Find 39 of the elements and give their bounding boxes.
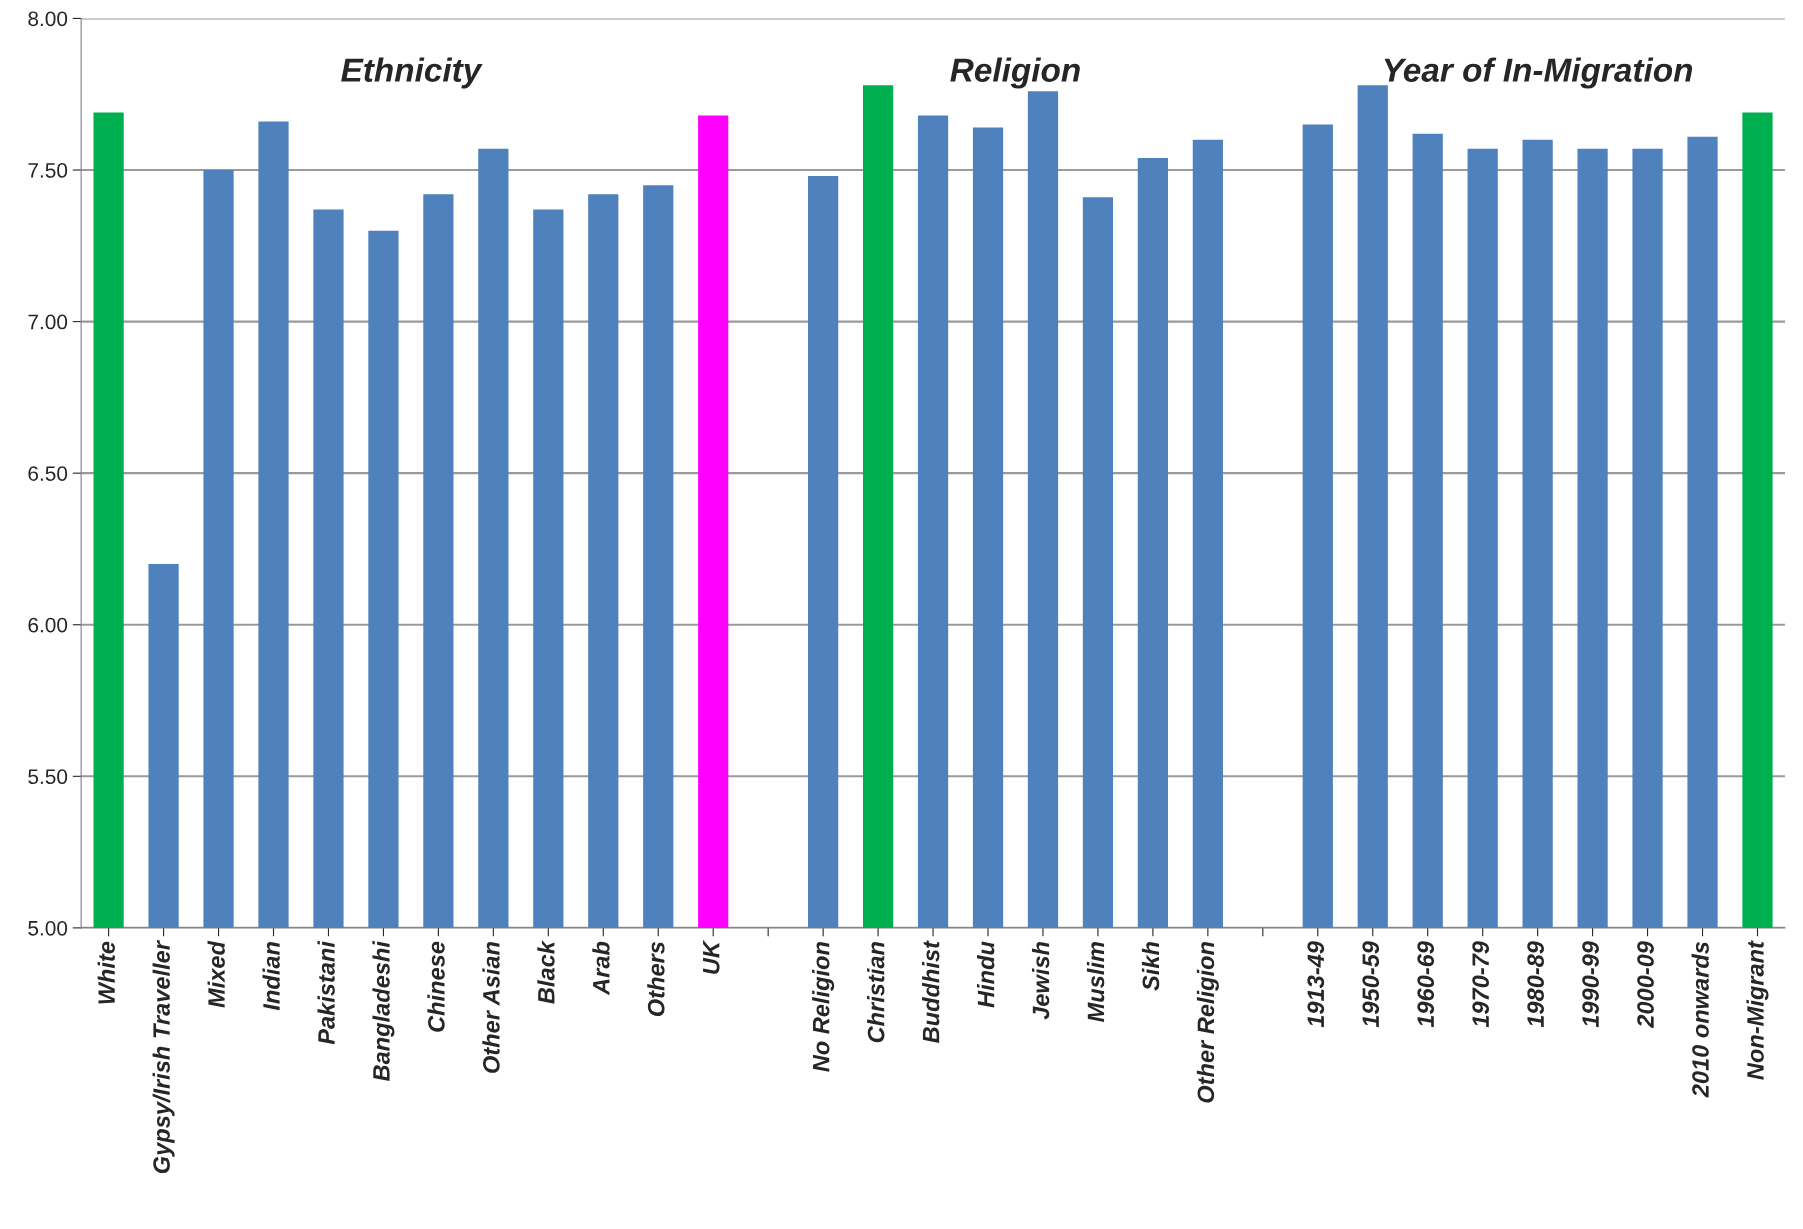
x-tick-label: 1980-89 <box>1527 941 1544 1028</box>
y-tick-label: 8.00 <box>28 11 68 27</box>
x-tick-label: Others <box>647 941 665 1017</box>
y-tick-label: 6.00 <box>28 617 68 633</box>
x-tick-label: Sikh <box>1141 942 1160 991</box>
x-tick-label: Mixed <box>207 940 225 1008</box>
x-tick-label: 2010 onwards <box>1691 941 1709 1098</box>
y-tick-label: 5.50 <box>28 769 68 785</box>
annotation: Year of In-Migration <box>1384 57 1693 89</box>
y-tick-label: 7.50 <box>28 163 68 178</box>
x-tick-label: Pakistani <box>317 940 335 1045</box>
x-tick-label: Hindu <box>977 941 995 1008</box>
x-tick-label: Gypsy/Irish Traveller <box>152 940 175 1174</box>
annotation: Religion <box>950 57 1080 89</box>
x-tick-label: 2000-09 <box>1637 941 1654 1029</box>
x-tick-label: No Religion <box>812 942 835 1072</box>
y-tick-label: 5.00 <box>28 920 68 936</box>
x-tick-label: 1950-59 <box>1362 941 1380 1028</box>
x-tick-label: Black <box>537 940 555 1004</box>
x-tick-label: Bangladeshi <box>372 940 395 1082</box>
x-tick-label: 1990-99 <box>1582 941 1599 1028</box>
x-tick-label: Buddhist <box>922 940 940 1043</box>
x-tick-label: 1970-79 <box>1472 941 1490 1028</box>
x-tick-label: Arab <box>592 941 610 996</box>
y-tick-label: 6.50 <box>28 466 68 481</box>
x-tick-label: Other Asian <box>482 942 500 1073</box>
x-tick-label: White <box>97 941 115 1004</box>
x-tick-label: UK <box>703 939 720 974</box>
y-tick-label: 7.00 <box>28 314 68 330</box>
annotation: Ethnicity <box>341 57 483 89</box>
x-tick-label: Indian <box>262 942 280 1011</box>
x-tick-label: Chinese <box>427 941 445 1032</box>
x-tick-label: Jewish <box>1031 942 1050 1020</box>
x-tick-label: Muslim <box>1086 942 1105 1023</box>
x-tick-label: 1960-69 <box>1417 941 1435 1028</box>
x-tick-label: Christian <box>867 942 885 1043</box>
x-tick-label: 1913-49 <box>1307 941 1325 1028</box>
x-tick-label: Other Religion <box>1196 942 1219 1103</box>
x-tick-label: Non-Migrant <box>1746 940 1769 1080</box>
